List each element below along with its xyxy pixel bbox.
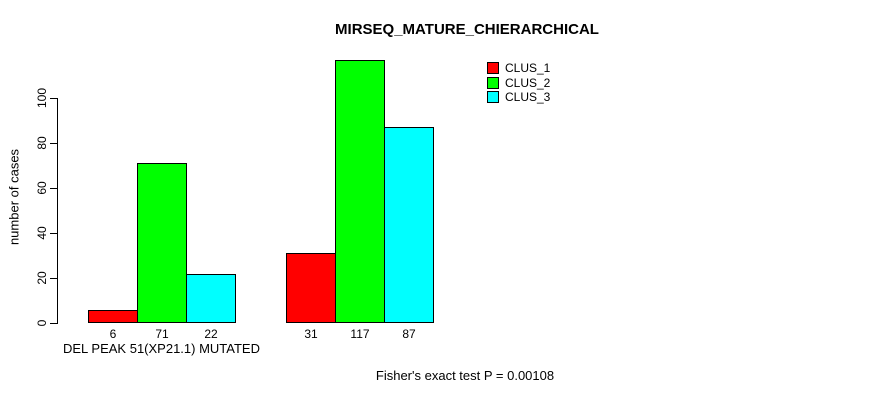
y-tick-label: 40 <box>35 226 49 240</box>
bar-value-label: 87 <box>402 327 416 341</box>
bar-clus_2-group2 <box>335 59 385 323</box>
bar-value-label: 6 <box>109 327 117 341</box>
legend-swatch <box>487 76 499 89</box>
legend-swatch <box>487 91 499 104</box>
bar-clus_3-group1 <box>186 273 236 323</box>
y-tick <box>50 143 57 144</box>
y-tick-label: 20 <box>35 271 49 285</box>
legend-label: CLUS_2 <box>505 75 551 90</box>
bar-clus_2-group1 <box>137 163 187 323</box>
bar-clus_3-group2 <box>384 127 434 323</box>
chart-title: MIRSEQ_MATURE_CHIERARCHICAL <box>335 21 599 38</box>
bar-clus_1-group1 <box>88 309 138 323</box>
legend: CLUS_1 CLUS_2 CLUS_3 <box>487 61 550 105</box>
y-axis-label: number of cases <box>6 148 22 246</box>
bar-value-label: 22 <box>204 327 218 341</box>
bar-clus_1-group2 <box>286 253 336 323</box>
y-tick <box>50 188 57 189</box>
footer-annotation: Fisher's exact test P = 0.00108 <box>375 368 555 383</box>
y-tick <box>50 98 57 99</box>
bar-value-label: 31 <box>304 327 318 341</box>
y-tick-label: 60 <box>35 181 49 195</box>
y-axis-line <box>57 98 58 324</box>
y-tick <box>50 233 57 234</box>
legend-swatch <box>487 62 499 75</box>
bar-value-label: 117 <box>350 327 370 341</box>
bar-value-label: 71 <box>155 327 169 341</box>
legend-row: CLUS_2 <box>487 76 550 91</box>
y-tick <box>50 278 57 279</box>
y-tick-label: 100 <box>35 87 49 109</box>
legend-row: CLUS_3 <box>487 90 550 105</box>
y-tick <box>50 323 57 324</box>
legend-row: CLUS_1 <box>487 61 550 76</box>
legend-label: CLUS_1 <box>505 61 551 76</box>
category-label: DEL PEAK 51(XP21.1) MUTATED <box>63 341 260 356</box>
y-tick-label: 0 <box>35 319 49 327</box>
y-tick-label: 80 <box>35 136 49 150</box>
legend-label: CLUS_3 <box>505 90 551 105</box>
